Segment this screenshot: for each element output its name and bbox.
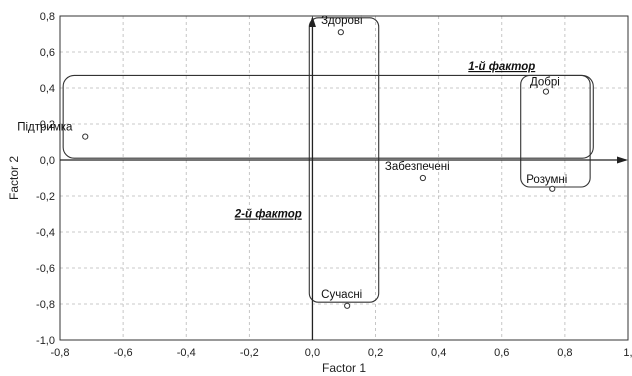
y-tick-label: -0,2 <box>36 191 55 203</box>
y-tick-labels: 0,8 0,6 0,4 0,2 0,0 -0,2 -0,4 -0,6 -0,8 -1,0 <box>36 11 55 347</box>
x-tick-label: 0,2 <box>368 347 383 359</box>
x-tick-label: -0,6 <box>114 347 133 359</box>
factor-annotation: 1-й фактор <box>468 61 535 73</box>
data-point <box>344 302 351 309</box>
x-tick-labels: -0,8 -0,6 -0,4 -0,2 0,0 0,2 0,4 0,6 0,8 1, <box>51 347 632 359</box>
y-tick-label: 0,2 <box>40 119 55 131</box>
point-label: Добрі <box>530 77 560 89</box>
data-points: Здорові Підтримка Добрі Забезпечені Розумні С… <box>17 15 567 309</box>
x-axis-arrowhead <box>617 156 628 164</box>
data-point <box>419 174 426 182</box>
y-tick-label: 0,0 <box>40 155 55 167</box>
x-tick-label: 0,6 <box>494 347 509 359</box>
point-label: Здорові <box>321 15 363 27</box>
y-axis-arrowhead <box>308 16 316 27</box>
y-tick-label: 0,6 <box>40 47 55 59</box>
factor-annotation: 2-й фактор <box>234 209 302 221</box>
data-point <box>337 29 344 36</box>
point-label: Сучасні <box>321 289 362 301</box>
factor-1-outline <box>62 74 594 159</box>
data-point <box>549 185 556 192</box>
y-tick-label: -1,0 <box>36 335 55 347</box>
y-axis-title: Factor 2 <box>7 156 21 200</box>
x-axis-title: Factor 1 <box>322 361 366 375</box>
y-tick-label: -0,4 <box>36 227 55 239</box>
y-tick-label: 0,4 <box>40 83 55 95</box>
zero-axes <box>60 16 628 340</box>
x-tick-label: 1, <box>623 347 632 359</box>
point-label: Розумні <box>526 174 567 186</box>
x-tick-label: -0,8 <box>51 347 70 359</box>
y-tick-label: 0,8 <box>40 11 55 23</box>
x-tick-label: 0,0 <box>305 347 320 359</box>
point-label: Забезпечені <box>385 161 450 173</box>
point-label: Підтримка <box>17 122 73 134</box>
y-tick-label: -0,8 <box>36 299 55 311</box>
x-tick-label: 0,8 <box>557 347 572 359</box>
plot-frame <box>59 15 629 341</box>
y-tick-label: -0,6 <box>36 263 55 275</box>
x-tick-label: 0,4 <box>431 347 446 359</box>
x-tick-label: -0,2 <box>240 347 259 359</box>
data-point <box>542 88 550 95</box>
x-tick-label: -0,4 <box>177 347 196 359</box>
data-point <box>82 133 89 140</box>
cluster-outline <box>520 74 591 188</box>
annotations: 1-й фактор 2-й фактор <box>234 61 535 221</box>
